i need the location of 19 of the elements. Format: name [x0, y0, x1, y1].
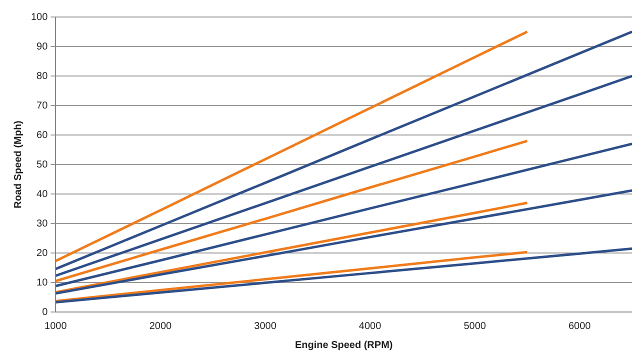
- y-tick-label: 20: [36, 248, 48, 259]
- y-tick-label: 40: [36, 188, 48, 200]
- x-tick-label: 5000: [464, 320, 486, 332]
- x-tick-label: 6000: [568, 320, 592, 332]
- y-tick-label: 0: [42, 306, 48, 318]
- x-tick-label: 4000: [358, 320, 382, 332]
- y-tick-label: 10: [36, 277, 48, 288]
- x-tick-label: 1000: [44, 320, 68, 332]
- y-tick-label: 30: [36, 218, 48, 230]
- y-tick-label: 70: [36, 100, 48, 112]
- y-tick-label: 50: [36, 159, 48, 170]
- x-axis-title: Engine Speed (RPM): [294, 340, 393, 351]
- y-tick-label: 90: [36, 41, 48, 52]
- y-tick-label: 80: [36, 70, 48, 82]
- y-tick-label: 60: [36, 130, 48, 141]
- x-tick-label: 3000: [254, 320, 277, 332]
- y-axis-title: Road Speed (Mph): [12, 120, 24, 208]
- y-tick-label: 100: [30, 12, 48, 23]
- x-tick-label: 2000: [149, 320, 172, 332]
